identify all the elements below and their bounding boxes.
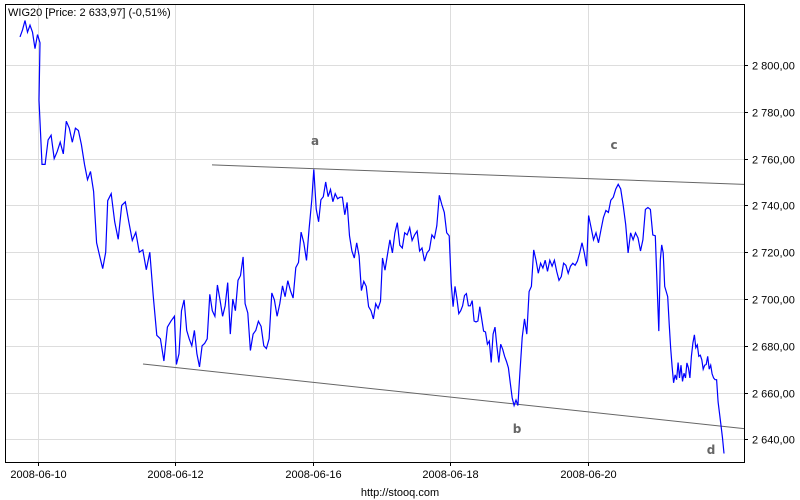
chart-title: WIG20 [Price: 2 633,97] (-0,51%) [8,7,171,19]
trendline [211,164,745,185]
y-axis: 2 640,00 2 660,00 2 680,00 2 700,00 2 720,00… [744,61,795,447]
trendline [142,363,745,430]
y-tick-label: 2 760,00 [752,155,795,167]
y-tick-label: 2 720,00 [752,248,795,260]
x-tick-label: 2008-06-20 [560,469,616,481]
source-link[interactable]: http://stooq.com [361,487,439,499]
x-tick-label: 2008-06-10 [10,469,66,481]
plot-frame [5,4,745,463]
y-tick-label: 2 740,00 [752,201,795,213]
annotation-label-b: b [513,422,522,436]
annotation-label-a: a [311,134,319,148]
x-axis: 2008-06-10 2008-06-12 2008-06-16 2008-06-18… [10,462,617,481]
trendlines [142,164,745,430]
grid [5,4,744,462]
price-line [19,20,725,454]
x-tick-label: 2008-06-16 [285,469,341,481]
y-tick-label: 2 780,00 [752,108,795,120]
y-tick-label: 2 800,00 [752,61,795,73]
annotations: a b c d [311,134,715,457]
annotation-label-c: c [610,138,617,152]
y-tick-label: 2 660,00 [752,389,795,401]
y-tick-label: 2 680,00 [752,342,795,354]
x-tick-label: 2008-06-12 [147,469,203,481]
annotation-label-d: d [707,443,716,457]
series [19,20,725,454]
y-tick-label: 2 700,00 [752,295,795,307]
x-tick-label: 2008-06-18 [422,469,478,481]
y-tick-label: 2 640,00 [752,435,795,447]
